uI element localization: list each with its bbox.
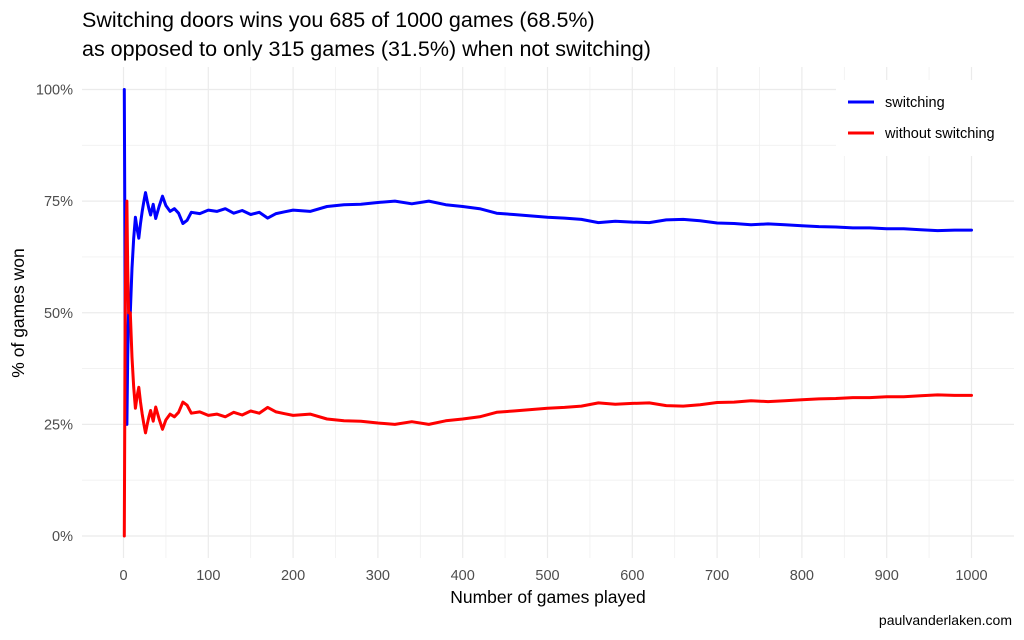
series-lines — [122, 88, 973, 538]
x-axis-label: Number of games played — [450, 587, 646, 607]
series-line-without-switching — [122, 199, 973, 538]
x-tick-label: 100 — [196, 568, 220, 584]
legend-label-without-switching: without switching — [884, 126, 995, 142]
y-tick-label: 100% — [36, 83, 73, 99]
x-tick-label: 400 — [451, 568, 475, 584]
grid — [82, 67, 1014, 558]
series-line-switching — [122, 88, 973, 426]
legend-background — [836, 80, 1016, 156]
chart-title: Switching doors wins you 685 of 1000 gam… — [82, 6, 842, 64]
x-tick-label: 800 — [790, 568, 814, 584]
legend: switching without switching — [836, 80, 1016, 156]
x-tick-label: 300 — [366, 568, 390, 584]
x-tick-label: 200 — [281, 568, 305, 584]
y-axis-label: % of games won — [8, 248, 28, 377]
x-tick-label: 700 — [705, 568, 729, 584]
source-caption: paulvanderlaken.com — [878, 612, 1012, 628]
y-tick-label: 50% — [44, 306, 73, 322]
chart-title-line-1: Switching doors wins you 685 of 1000 gam… — [82, 8, 595, 32]
legend-label-switching: switching — [885, 95, 945, 111]
y-tick-label: 25% — [44, 417, 73, 433]
y-tick-label: 0% — [52, 529, 73, 545]
x-tick-label: 0 — [119, 568, 127, 584]
y-tick-label: 75% — [44, 194, 73, 210]
x-tick-label: 900 — [875, 568, 899, 584]
x-tick-label: 600 — [620, 568, 644, 584]
x-tick-label: 500 — [535, 568, 559, 584]
chart-title-line-2: as opposed to only 315 games (31.5%) whe… — [82, 37, 651, 61]
x-tick-label: 1000 — [955, 568, 987, 584]
axis-ticks: 0 100 200 300 400 500 600 700 800 900 1000 0% 25% 50%… — [36, 83, 988, 585]
